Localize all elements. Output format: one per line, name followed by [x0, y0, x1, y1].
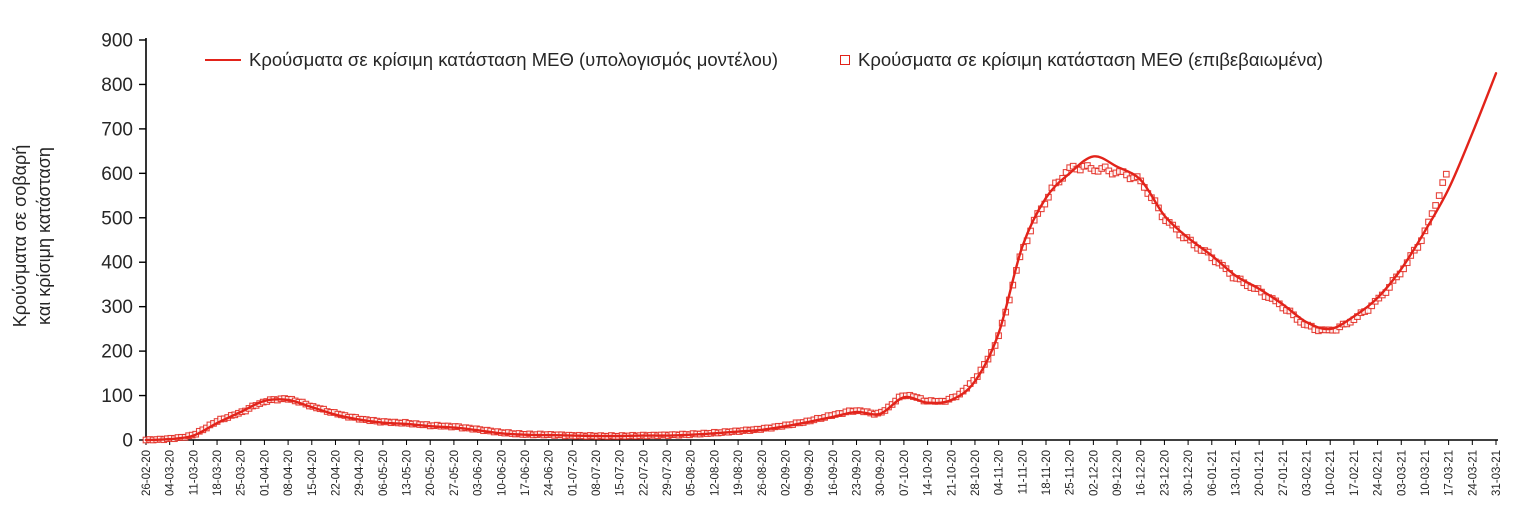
x-tick-label: 25-03-20 [236, 450, 248, 496]
x-tick-label: 19-08-20 [733, 450, 745, 496]
x-tick-label: 23-12-20 [1159, 450, 1171, 496]
x-tick-label: 17-02-21 [1349, 450, 1361, 496]
x-tick-label: 28-10-20 [970, 450, 982, 496]
x-tick-label: 29-04-20 [354, 450, 366, 496]
x-tick-label: 30-12-20 [1183, 450, 1195, 496]
x-tick-label: 14-10-20 [923, 450, 935, 496]
x-tick-label: 03-02-21 [1302, 450, 1314, 496]
confirmed-square-swatch-icon [840, 55, 851, 65]
x-tick-label: 24-03-21 [1467, 450, 1479, 496]
x-tick-label: 15-07-20 [615, 450, 627, 496]
confirmed-series [142, 162, 1450, 444]
confirmed-marker [1435, 192, 1443, 199]
x-tick-label: 30-09-20 [875, 450, 887, 496]
confirmed-marker [1432, 202, 1439, 209]
x-tick-label: 10-06-20 [496, 450, 508, 496]
x-tick-label: 26-02-20 [141, 450, 153, 496]
model-line [144, 72, 1498, 442]
x-tick-label: 06-05-20 [378, 450, 390, 496]
x-tick-label: 31-03-21 [1491, 450, 1503, 496]
x-tick-label: 27-05-20 [449, 450, 461, 496]
x-tick-label: 05-08-20 [686, 450, 698, 496]
x-tick-label: 10-03-21 [1420, 450, 1432, 496]
x-tick-label: 27-01-21 [1278, 450, 1290, 496]
x-tick-label: 13-05-20 [402, 450, 414, 496]
x-tick-label: 06-01-21 [1207, 450, 1219, 496]
legend-item-confirmed: Κρούσματα σε κρίσιμη κατάσταση ΜΕΘ (επιβ… [840, 49, 1323, 71]
x-tick-label: 13-01-21 [1230, 450, 1242, 496]
x-tick-label: 10-02-21 [1325, 450, 1337, 496]
x-tick-label: 20-01-21 [1254, 450, 1266, 496]
x-tick-label: 03-06-20 [473, 450, 485, 496]
x-tick-label: 11-03-20 [188, 450, 200, 495]
x-tick-label: 09-09-20 [804, 450, 816, 496]
x-tick-label: 01-04-20 [259, 450, 271, 496]
x-tick-label: 20-05-20 [425, 450, 437, 496]
x-tick-label: 22-04-20 [330, 450, 342, 496]
y-tick-label: 200 [101, 342, 133, 363]
x-tick-label: 04-03-20 [165, 450, 177, 496]
confirmed-marker [1076, 166, 1084, 174]
x-tick-label: 21-10-20 [946, 450, 958, 496]
model-line-swatch-icon [205, 59, 241, 61]
y-axis-title-line1: Κρούσματα σε σοβαρή [10, 144, 30, 328]
x-tick-label: 02-12-20 [1088, 450, 1100, 496]
x-tick-label: 11-11-20 [1017, 450, 1029, 494]
x-tick-label: 03-03-21 [1396, 450, 1408, 496]
x-tick-label: 07-10-20 [899, 450, 911, 496]
x-tick-label: 08-07-20 [591, 450, 603, 496]
y-tick-label: 300 [101, 297, 133, 318]
y-tick-label: 100 [101, 386, 133, 407]
y-tick-label: 0 [122, 431, 133, 452]
confirmed-marker [1123, 171, 1130, 179]
legend-item-model: Κρούσματα σε κρίσιμη κατάσταση ΜΕΘ (υπολ… [205, 49, 778, 71]
x-tick-label: 04-11-20 [994, 450, 1006, 495]
confirmed-marker [1442, 170, 1450, 178]
x-tick-label: 17-03-21 [1444, 450, 1456, 496]
x-tick-label: 08-04-20 [283, 450, 295, 496]
x-tick-label: 16-09-20 [828, 450, 840, 496]
x-tick-label: 18-03-20 [212, 450, 224, 496]
legend-label-confirmed: Κρούσματα σε κρίσιμη κατάσταση ΜΕΘ (επιβ… [858, 49, 1324, 70]
x-tick-label: 22-07-20 [638, 450, 650, 496]
x-tick-label: 18-11-20 [1041, 450, 1053, 495]
x-tick-label: 12-08-20 [709, 450, 721, 496]
y-tick-label: 700 [101, 119, 133, 140]
y-tick-label: 500 [101, 208, 133, 229]
x-tick-label: 09-12-20 [1112, 450, 1124, 496]
y-tick-label: 800 [101, 75, 133, 96]
x-tick-label: 17-06-20 [520, 450, 532, 496]
x-tick-label: 29-07-20 [662, 450, 674, 496]
y-axis-title: Κρούσματα σε σοβαρή και κρίσιμη κατάστασ… [8, 36, 56, 436]
chart-legend: Κρούσματα σε κρίσιμη κατάσταση ΜΕΘ (υπολ… [205, 49, 1323, 71]
x-tick-label: 24-02-21 [1373, 450, 1385, 496]
x-tick-label: 25-11-20 [1065, 450, 1077, 495]
y-tick-label: 600 [101, 164, 133, 185]
x-tick-label: 24-06-20 [544, 450, 556, 496]
x-tick-label: 23-09-20 [852, 450, 864, 496]
x-tick-label: 15-04-20 [307, 450, 319, 496]
legend-label-model: Κρούσματα σε κρίσιμη κατάσταση ΜΕΘ (υπολ… [249, 49, 779, 70]
y-axis-title-line2: και κρίσιμη κατάσταση [34, 147, 54, 325]
x-tick-label: 16-12-20 [1136, 450, 1148, 496]
x-tick-label: 01-07-20 [567, 450, 579, 496]
x-tick-label: 26-08-20 [757, 450, 769, 496]
confirmed-marker [1439, 179, 1447, 186]
confirmed-marker [1101, 163, 1109, 171]
y-tick-label: 900 [101, 31, 133, 52]
x-tick-label: 02-09-20 [780, 450, 792, 496]
y-tick-label: 400 [101, 253, 133, 274]
